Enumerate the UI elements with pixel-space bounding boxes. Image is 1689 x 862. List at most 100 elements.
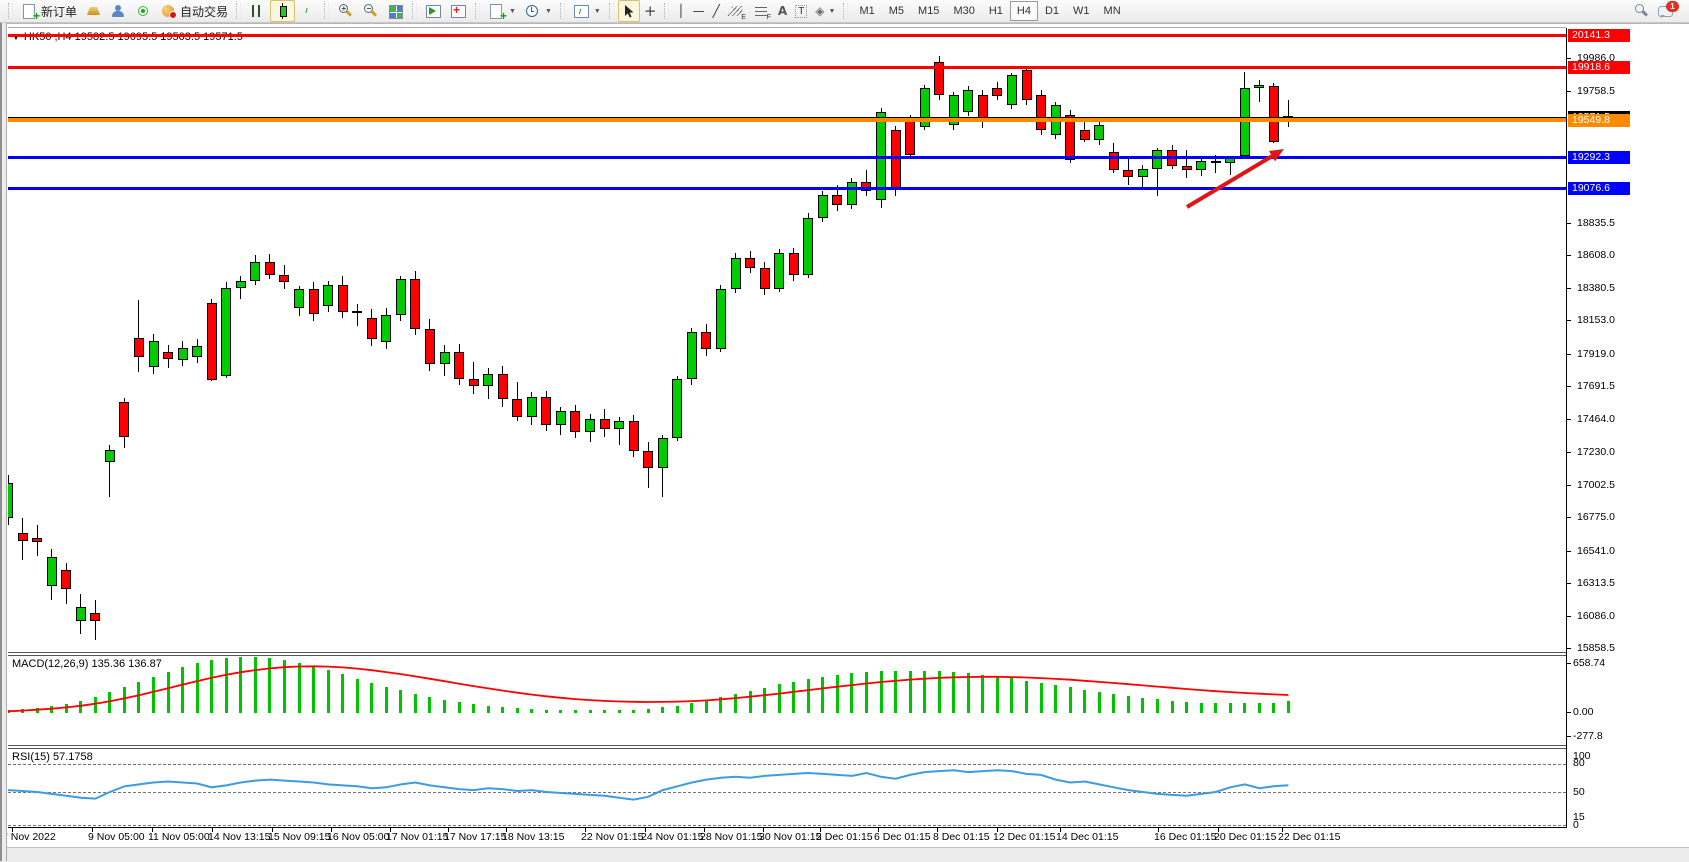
time-tick-label: 20 Dec 01:15 xyxy=(1214,831,1277,843)
cursor-button[interactable] xyxy=(617,0,640,22)
shapes-button[interactable]: ◈ ▼ xyxy=(815,4,836,18)
time-tick-label: 18 Nov 13:15 xyxy=(502,831,565,843)
chat-button[interactable]: 1 xyxy=(1657,0,1679,20)
add-indicator-button[interactable]: + xyxy=(446,0,471,22)
time-tick-label: 17 Nov 01:15 xyxy=(386,831,449,843)
fibonacci-icon: F xyxy=(753,3,771,21)
indicators-button[interactable] xyxy=(421,0,446,22)
bar-chart-button[interactable] xyxy=(245,0,270,22)
candlestick-chart-button[interactable] xyxy=(270,0,296,22)
time-axis-line xyxy=(8,827,1566,828)
timeframe-button-H4[interactable]: H4 xyxy=(1009,1,1038,21)
new-order-button[interactable]: + 新订单 xyxy=(17,0,81,22)
vertical-line-button[interactable]: │ xyxy=(673,0,688,22)
timeframe-button-D1[interactable]: D1 xyxy=(1044,5,1060,17)
toolbar-grip[interactable] xyxy=(236,3,242,19)
rsi-line xyxy=(8,769,1289,801)
signals-button[interactable] xyxy=(131,0,156,22)
fibonacci-button[interactable]: F xyxy=(749,0,774,22)
candle xyxy=(657,437,668,469)
status-strip xyxy=(0,847,1689,862)
time-tick-label: 9 Nov 05:00 xyxy=(88,831,145,843)
timeframe-button-W1[interactable]: W1 xyxy=(1073,5,1090,17)
toolbar-grip[interactable] xyxy=(843,3,849,19)
support-line[interactable] xyxy=(8,186,1566,190)
main-price-plot[interactable] xyxy=(8,28,1566,652)
trend-arrow-annotation[interactable] xyxy=(8,28,1566,652)
timeframe-button-M30[interactable]: M30 xyxy=(953,5,975,17)
price-badge: 20141.3 xyxy=(1568,29,1630,43)
line-chart-button[interactable] xyxy=(295,0,320,22)
templates-button[interactable]: ▼ xyxy=(569,0,605,22)
rsi-separator[interactable] xyxy=(8,745,1566,746)
current-price-line[interactable] xyxy=(8,116,1566,118)
candle xyxy=(643,450,654,469)
trendline-button[interactable]: ╱ xyxy=(709,0,724,22)
text-button[interactable]: A xyxy=(774,0,791,22)
one-click-trading-toggle[interactable]: ▼ xyxy=(12,33,20,42)
timeframe-button-M15[interactable]: M15 xyxy=(918,5,940,17)
candle xyxy=(46,556,57,587)
zoom-out-icon: − xyxy=(362,3,379,19)
autotrading-button[interactable]: 自动交易 xyxy=(156,0,232,22)
candle xyxy=(352,311,363,314)
price-tick-label: 19986.0 xyxy=(1577,52,1615,65)
macd-separator-2[interactable] xyxy=(8,655,1566,656)
rsi-separator-2[interactable] xyxy=(8,748,1566,749)
timeframe-button-H1[interactable]: H1 xyxy=(988,5,1003,17)
candle xyxy=(366,317,377,340)
toolbar-grip[interactable] xyxy=(324,3,330,19)
candle xyxy=(585,419,595,433)
resistance-line[interactable] xyxy=(8,66,1566,70)
zoom-in-button[interactable]: + xyxy=(333,0,358,22)
macd-separator[interactable] xyxy=(8,652,1566,653)
shapes-icon: ◈ xyxy=(815,4,825,18)
horizontal-line-button[interactable]: — xyxy=(689,0,709,22)
new-chart-button[interactable]: + ▼ xyxy=(484,0,520,22)
gold-ingot-button[interactable] xyxy=(81,0,106,22)
profile-button[interactable] xyxy=(106,0,131,22)
channel-button[interactable]: E xyxy=(724,0,749,22)
timeframe-button-M1[interactable]: M1 xyxy=(859,5,875,17)
candle xyxy=(715,289,726,350)
periods-button[interactable]: ▼ xyxy=(520,0,556,22)
timeframe-button-MN[interactable]: MN xyxy=(1103,5,1121,17)
rsi-panel[interactable] xyxy=(8,749,1566,827)
toolbar-grip[interactable] xyxy=(559,3,565,19)
support-line[interactable] xyxy=(8,155,1566,159)
candle xyxy=(628,420,639,451)
toolbar-grip[interactable] xyxy=(8,3,13,19)
signal-icon xyxy=(135,3,152,19)
time-tick-label: 28 Nov 01:15 xyxy=(700,831,763,843)
price-badge: 19076.6 xyxy=(1568,181,1630,195)
search-button[interactable] xyxy=(1633,3,1649,19)
tile-windows-button[interactable] xyxy=(383,0,408,22)
chart-plus-icon: + xyxy=(450,3,467,19)
text-label-button[interactable]: T xyxy=(791,0,811,22)
macd-panel[interactable] xyxy=(8,656,1566,745)
autotrading-icon xyxy=(160,3,178,19)
resistance-line[interactable] xyxy=(8,34,1566,38)
candle xyxy=(832,194,843,205)
rsi-axis-label: 50 xyxy=(1573,786,1585,798)
toolbar-grip[interactable] xyxy=(608,3,614,19)
new-order-label: 新订单 xyxy=(41,4,78,19)
candle xyxy=(774,253,785,290)
time-tick-label: 7 Nov 2022 xyxy=(2,831,56,843)
toolbar-grip[interactable] xyxy=(412,3,418,19)
candle xyxy=(1268,86,1279,142)
candle xyxy=(206,302,217,381)
crosshair-button[interactable]: + xyxy=(640,0,661,22)
toolbar-grip[interactable] xyxy=(664,3,670,19)
profile-icon xyxy=(110,3,127,19)
timeframe-button-M5[interactable]: M5 xyxy=(888,5,905,17)
price-tick-label: 17464.0 xyxy=(1577,412,1615,425)
pivot-line[interactable] xyxy=(8,118,1566,123)
zoom-out-button[interactable]: − xyxy=(358,0,383,22)
trendline-icon: ╱ xyxy=(712,4,720,18)
toolbar-grip[interactable] xyxy=(475,3,481,19)
candle xyxy=(1210,161,1221,164)
line-chart-icon xyxy=(299,3,316,19)
main-toolbar: + 新订单 自动交易 + − + + ▼ ▼ ▼ + │ — ╱ E F A T … xyxy=(0,0,1689,23)
rsi-label: RSI(15) 57.1758 xyxy=(12,751,93,763)
